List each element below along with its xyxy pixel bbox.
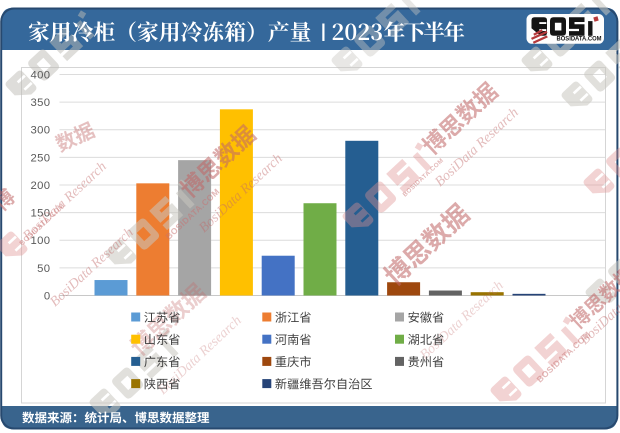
svg-text:250: 250 <box>30 152 50 164</box>
svg-text:400: 400 <box>30 69 50 81</box>
svg-text:BOSIDATA.COM: BOSIDATA.COM <box>557 36 602 43</box>
svg-text:50: 50 <box>37 263 50 275</box>
svg-text:350: 350 <box>30 97 50 109</box>
svg-text:150: 150 <box>30 208 50 220</box>
svg-text:100: 100 <box>30 235 50 247</box>
svg-text:200: 200 <box>30 180 50 192</box>
svg-text:300: 300 <box>30 125 50 137</box>
svg-text:0: 0 <box>44 290 51 302</box>
